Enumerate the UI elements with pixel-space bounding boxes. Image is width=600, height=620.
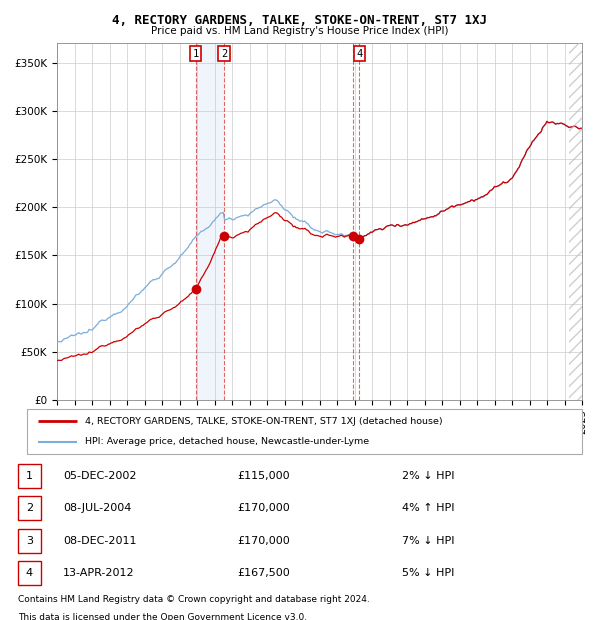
Text: 4: 4	[356, 49, 362, 59]
Text: £170,000: £170,000	[238, 536, 290, 546]
Text: HPI: Average price, detached house, Newcastle-under-Lyme: HPI: Average price, detached house, Newc…	[85, 437, 370, 446]
Text: This data is licensed under the Open Government Licence v3.0.: This data is licensed under the Open Gov…	[18, 613, 307, 620]
Text: 7% ↓ HPI: 7% ↓ HPI	[402, 536, 455, 546]
Bar	[196, 43, 224, 400]
Text: 2% ↓ HPI: 2% ↓ HPI	[402, 471, 455, 481]
Text: £167,500: £167,500	[238, 568, 290, 578]
Text: Contains HM Land Registry data © Crown copyright and database right 2024.: Contains HM Land Registry data © Crown c…	[18, 595, 370, 604]
Text: 3: 3	[26, 536, 33, 546]
Text: 1: 1	[193, 49, 199, 59]
Text: £170,000: £170,000	[238, 503, 290, 513]
Text: 5% ↓ HPI: 5% ↓ HPI	[402, 568, 454, 578]
Text: 4, RECTORY GARDENS, TALKE, STOKE-ON-TRENT, ST7 1XJ: 4, RECTORY GARDENS, TALKE, STOKE-ON-TREN…	[113, 14, 487, 27]
Text: 13-APR-2012: 13-APR-2012	[63, 568, 134, 578]
Text: 08-DEC-2011: 08-DEC-2011	[63, 536, 137, 546]
Text: 05-DEC-2002: 05-DEC-2002	[63, 471, 137, 481]
Text: £115,000: £115,000	[238, 471, 290, 481]
Text: 2: 2	[26, 503, 33, 513]
Text: Price paid vs. HM Land Registry's House Price Index (HPI): Price paid vs. HM Land Registry's House …	[151, 26, 449, 36]
Text: 4: 4	[26, 568, 33, 578]
Text: 4, RECTORY GARDENS, TALKE, STOKE-ON-TRENT, ST7 1XJ (detached house): 4, RECTORY GARDENS, TALKE, STOKE-ON-TREN…	[85, 417, 443, 426]
Bar	[569, 43, 582, 400]
Text: 1: 1	[26, 471, 33, 481]
Text: 4% ↑ HPI: 4% ↑ HPI	[402, 503, 455, 513]
Text: 08-JUL-2004: 08-JUL-2004	[63, 503, 131, 513]
Text: 2: 2	[221, 49, 227, 59]
